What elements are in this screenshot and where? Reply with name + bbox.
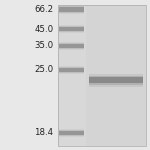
Bar	[89, 76, 142, 85]
Bar	[59, 131, 84, 135]
Bar	[59, 43, 84, 49]
Text: 25.0: 25.0	[34, 65, 53, 74]
Bar	[89, 74, 142, 87]
Bar	[59, 26, 84, 32]
Bar	[58, 4, 146, 146]
Bar	[59, 129, 84, 137]
Bar	[59, 27, 84, 31]
Text: 66.2: 66.2	[34, 5, 53, 14]
Bar	[59, 25, 84, 33]
Bar	[86, 4, 146, 146]
Bar	[59, 42, 84, 50]
Bar	[59, 68, 84, 72]
Text: 45.0: 45.0	[34, 25, 53, 34]
Bar	[59, 5, 84, 14]
Bar	[59, 6, 84, 13]
Bar	[59, 7, 84, 12]
Bar	[59, 67, 84, 73]
Bar	[59, 44, 84, 48]
Bar	[58, 4, 86, 146]
Bar	[89, 77, 142, 83]
Text: 35.0: 35.0	[34, 41, 53, 50]
Bar	[58, 4, 146, 146]
Text: 18.4: 18.4	[34, 128, 53, 137]
Bar	[59, 66, 84, 74]
Bar	[59, 130, 84, 136]
